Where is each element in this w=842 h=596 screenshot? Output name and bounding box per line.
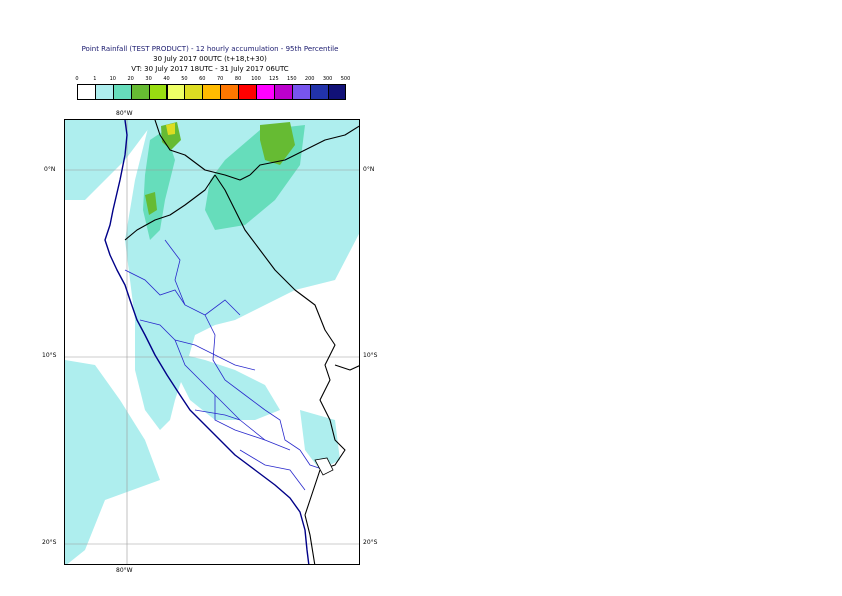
border-chile — [304, 514, 316, 564]
legend-swatch — [327, 84, 347, 100]
lat-label-0-right: 0°N — [363, 166, 375, 173]
lat-label-10-right: 10°S — [363, 352, 378, 359]
legend-swatch — [130, 84, 150, 100]
legend-tick-label: 60 — [199, 76, 206, 82]
legend-tick-label: 50 — [181, 76, 188, 82]
rain-area-peak — [166, 123, 175, 135]
legend-tick-label: 70 — [217, 76, 224, 82]
legend-tick-label: 20 — [127, 76, 134, 82]
rain-area-heavy-cell — [145, 192, 157, 215]
rain-area-heavy-nw — [161, 122, 181, 150]
lon-label-bottom: 80°W — [116, 567, 133, 574]
legend-swatch — [202, 84, 222, 100]
rain-area-south — [300, 410, 340, 470]
legend-tick-label: 125 — [269, 76, 279, 82]
lat-label-20-left: 20°S — [42, 539, 57, 546]
chart-title-line-3: VT: 30 July 2017 18UTC - 31 July 2017 06… — [131, 65, 289, 73]
region-boundaries — [124, 239, 326, 491]
chart-title-line-1: Point Rainfall (TEST PRODUCT) - 12 hourl… — [81, 45, 339, 53]
legend-swatch — [220, 84, 240, 100]
legend-tick-label: 500 — [340, 76, 351, 82]
rain-fields — [65, 120, 359, 564]
lat-label-20-right: 20°S — [363, 539, 378, 546]
legend-tick-label: 200 — [304, 76, 315, 82]
chart-title-line-2: 30 July 2017 00UTC (t+18,t+30) — [153, 55, 267, 63]
legend-tick-label: 0 — [75, 76, 79, 82]
legend-swatch — [166, 84, 186, 100]
border-peru-bolivia — [304, 469, 321, 516]
border-colombia-brazil — [249, 125, 359, 176]
legend-tick-label: 40 — [163, 76, 170, 82]
legend-swatch — [94, 84, 114, 100]
legend-swatch — [148, 84, 168, 100]
lon-label-top: 80°W — [116, 110, 133, 117]
rain-area-heavy-ne — [260, 122, 295, 165]
lat-label-0-left: 0°N — [44, 166, 56, 173]
border-peru-east — [214, 174, 346, 471]
rain-area-offshore-south — [65, 360, 160, 564]
legend-swatch — [256, 84, 275, 100]
border-brazil-bolivia — [334, 364, 359, 371]
legend-swatch — [238, 84, 257, 100]
legend-tick-label: 1 — [93, 76, 97, 82]
rain-area-offshore — [65, 120, 155, 200]
country-borders — [124, 120, 359, 564]
lat-label-10-left: 10°S — [42, 352, 57, 359]
legend-swatch — [112, 84, 132, 100]
legend-tick-label: 10 — [109, 76, 116, 82]
rain-area-amazon — [125, 120, 359, 430]
border-peru-north — [124, 174, 216, 241]
legend-tick-label: 150 — [287, 76, 297, 82]
legend-tick-label: 80 — [234, 76, 242, 82]
legend-swatch — [77, 84, 96, 100]
legend-swatch — [291, 84, 311, 100]
coastline — [104, 120, 310, 564]
legend-swatch — [184, 84, 204, 100]
legend-tick-label: 100 — [251, 76, 261, 82]
legend-tick-label: 30 — [145, 76, 152, 82]
lake-titicaca — [314, 457, 334, 476]
border-ecuador-colombia — [154, 120, 251, 181]
legend-swatch — [309, 84, 329, 100]
rain-area-andes — [165, 350, 280, 420]
rainfall-map — [64, 119, 360, 565]
legend-tick-label: 300 — [322, 76, 333, 82]
legend-swatch — [273, 84, 293, 100]
